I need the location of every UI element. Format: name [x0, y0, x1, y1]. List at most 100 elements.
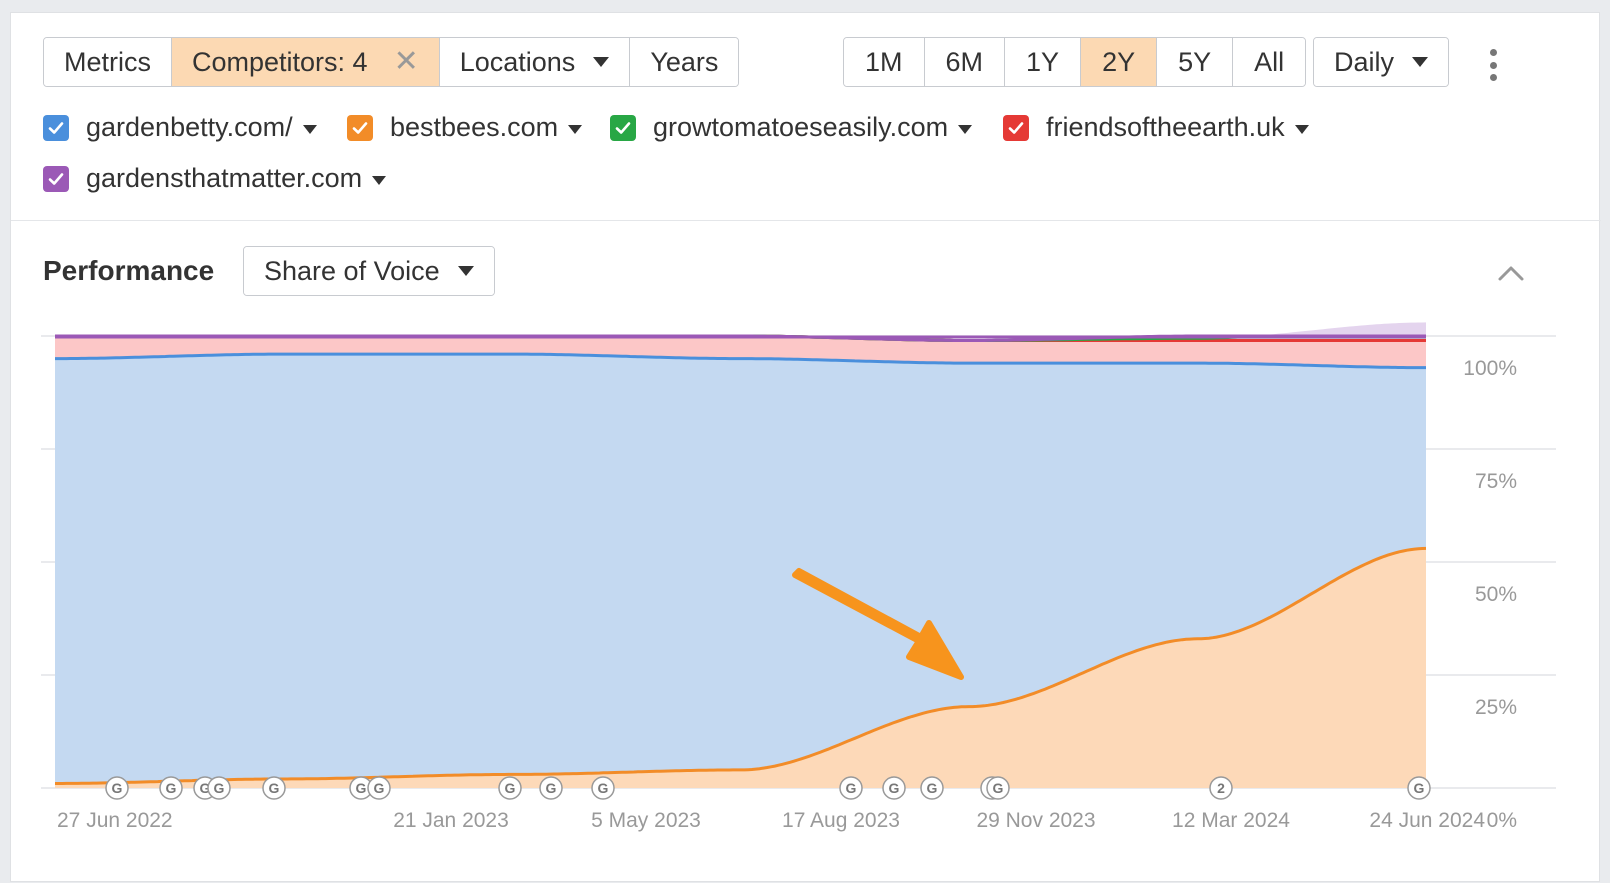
- range-label: 5Y: [1178, 46, 1212, 77]
- y-tick-label: 25%: [1475, 696, 1517, 719]
- legend-item-gardensthatmatter[interactable]: gardensthatmatter.com: [43, 163, 387, 194]
- event-marker-circle: [539, 776, 563, 800]
- event-marker[interactable]: G: [591, 776, 615, 800]
- legend-label: gardenbetty.com/: [86, 112, 293, 142]
- event-marker-circle: [159, 776, 183, 800]
- metric-label: Share of Voice: [264, 255, 440, 286]
- locations-dropdown[interactable]: Locations: [439, 38, 631, 86]
- legend-label: gardensthatmatter.com: [86, 163, 363, 193]
- granularity-button[interactable]: Daily: [1314, 38, 1449, 86]
- more-options-icon[interactable]: [1485, 49, 1501, 81]
- x-tick-label: 17 Aug 2023: [782, 809, 900, 832]
- event-marker-circle: [207, 776, 231, 800]
- series-area: [55, 354, 1426, 784]
- collapse-chevron-up-icon[interactable]: [1497, 263, 1525, 283]
- y-tick-label: 0%: [1487, 809, 1517, 832]
- checkbox-icon[interactable]: [610, 114, 636, 141]
- event-marker[interactable]: 2: [1209, 776, 1233, 800]
- granularity-dropdown[interactable]: Daily: [1313, 37, 1450, 87]
- event-marker-circle: [105, 776, 129, 800]
- y-tick-label: 100%: [1463, 357, 1517, 380]
- event-marker-label: G: [214, 780, 225, 796]
- series-area: [55, 336, 1426, 368]
- event-marker-label: G: [374, 780, 385, 796]
- event-marker[interactable]: G: [839, 776, 863, 800]
- y-tick-label: 75%: [1475, 470, 1517, 493]
- event-marker[interactable]: G: [882, 776, 906, 800]
- x-tick-label: 27 Jun 2022: [57, 809, 173, 832]
- series-area: [55, 548, 1426, 788]
- checkbox-icon[interactable]: [1003, 114, 1029, 141]
- metric-dropdown[interactable]: Share of Voice: [243, 246, 495, 296]
- granularity-label: Daily: [1334, 46, 1395, 77]
- range-6m-button[interactable]: 6M: [924, 38, 1006, 86]
- event-marker-circle: [1407, 776, 1431, 800]
- y-axis-ticks: 100% 75% 50% 25% 0%: [1463, 357, 1517, 832]
- event-marker-label: G: [356, 780, 367, 796]
- section-divider: [11, 220, 1601, 221]
- event-marker-circle: [1209, 776, 1233, 800]
- checkbox-icon[interactable]: [43, 165, 69, 192]
- event-marker-circle: [591, 776, 615, 800]
- legend-label: growtomatoeseasily.com: [653, 112, 949, 142]
- range-label: 1Y: [1026, 46, 1060, 77]
- event-marker-label: G: [269, 780, 280, 796]
- arrow-icon: [792, 568, 964, 680]
- date-range-group: 1M 6M 1Y 2Y 5Y All: [843, 37, 1307, 87]
- range-5y-button[interactable]: 5Y: [1157, 38, 1234, 86]
- legend-item-bestbees[interactable]: bestbees.com: [347, 112, 583, 143]
- legend-item-friendsoftheearth[interactable]: friendsoftheearth.uk: [1003, 112, 1309, 143]
- chevron-down-icon[interactable]: [568, 125, 583, 134]
- legend-item-gardenbetty[interactable]: gardenbetty.com/: [43, 112, 317, 143]
- years-button[interactable]: Years: [630, 38, 739, 86]
- event-marker-circle: [920, 776, 944, 800]
- metrics-button[interactable]: Metrics: [44, 38, 172, 86]
- event-marker[interactable]: G: [207, 776, 231, 800]
- event-marker-label: G: [546, 780, 557, 796]
- event-marker[interactable]: G: [159, 776, 183, 800]
- x-tick-label: 29 Nov 2023: [976, 809, 1095, 832]
- event-marker[interactable]: G: [986, 776, 1010, 800]
- event-marker[interactable]: G: [1407, 776, 1431, 800]
- event-marker-circle: [367, 776, 391, 800]
- competitors-button[interactable]: Competitors: 4 ✕: [172, 38, 440, 86]
- chevron-down-icon[interactable]: [302, 125, 317, 134]
- chevron-down-icon[interactable]: [1294, 125, 1309, 134]
- event-marker-circle: [262, 776, 286, 800]
- event-marker-label: G: [1414, 780, 1425, 796]
- checkbox-icon[interactable]: [347, 114, 373, 141]
- event-marker-label: G: [112, 780, 123, 796]
- event-marker-circle: [839, 776, 863, 800]
- chevron-down-icon: [1412, 57, 1429, 67]
- dashboard-card: Metrics Competitors: 4 ✕ Locations Years…: [10, 12, 1601, 882]
- event-marker[interactable]: G: [539, 776, 563, 800]
- event-marker[interactable]: G: [262, 776, 286, 800]
- close-icon[interactable]: ✕: [393, 45, 419, 78]
- metric-button[interactable]: Share of Voice: [244, 247, 494, 295]
- event-marker[interactable]: G: [920, 776, 944, 800]
- event-marker[interactable]: G: [498, 776, 522, 800]
- range-all-button[interactable]: All: [1233, 38, 1306, 86]
- range-1m-button[interactable]: 1M: [844, 38, 925, 86]
- range-1y-button[interactable]: 1Y: [1005, 38, 1082, 86]
- event-marker[interactable]: G: [367, 776, 391, 800]
- filter-toolbar: Metrics Competitors: 4 ✕ Locations Years: [43, 37, 740, 87]
- event-marker-label: G: [927, 780, 938, 796]
- event-marker-label: G: [598, 780, 609, 796]
- checkbox-icon[interactable]: [43, 114, 69, 141]
- legend-item-growtomatoeseasily[interactable]: growtomatoeseasily.com: [610, 112, 973, 143]
- range-label: All: [1254, 46, 1285, 77]
- event-marker-label: 2: [1217, 780, 1225, 796]
- legend-label: friendsoftheearth.uk: [1046, 112, 1285, 142]
- range-label: 1M: [865, 46, 903, 77]
- locations-label: Locations: [459, 46, 576, 77]
- event-marker-label: G: [889, 780, 900, 796]
- event-marker[interactable]: G: [105, 776, 129, 800]
- event-marker-label: G: [200, 780, 211, 796]
- section-title: Performance: [43, 255, 215, 286]
- chevron-down-icon[interactable]: [958, 125, 973, 134]
- years-label: Years: [650, 46, 719, 77]
- range-2y-button[interactable]: 2Y: [1081, 38, 1158, 86]
- chevron-down-icon[interactable]: [372, 176, 387, 185]
- chevron-down-icon: [457, 266, 474, 276]
